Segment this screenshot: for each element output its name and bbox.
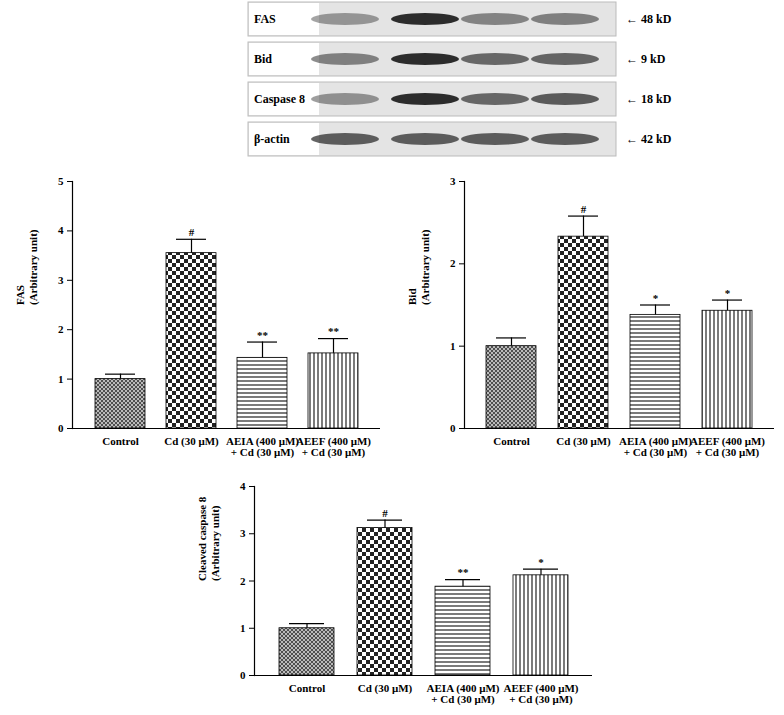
svg-text:*: * [653, 292, 659, 304]
svg-text:1: 1 [450, 340, 456, 352]
svg-text:1: 1 [58, 373, 64, 385]
svg-text:3: 3 [450, 175, 456, 187]
svg-text:Cd (30 μM): Cd (30 μM) [164, 435, 219, 448]
svg-text:FAS(Arbitrary unit): FAS(Arbitrary unit) [14, 229, 40, 305]
svg-text:2: 2 [58, 323, 64, 335]
svg-text:Bid: Bid [254, 52, 272, 66]
svg-text:← 9 kD: ← 9 kD [626, 52, 666, 66]
svg-text:5: 5 [58, 175, 64, 187]
svg-text:*: * [725, 287, 731, 299]
svg-text:**: ** [328, 325, 340, 337]
svg-text:0: 0 [450, 422, 456, 434]
svg-text:0: 0 [240, 669, 246, 681]
svg-text:**: ** [257, 329, 269, 341]
svg-text:Control: Control [102, 435, 138, 447]
svg-text:Cd (30 μM): Cd (30 μM) [556, 435, 611, 448]
svg-text:AEEF (400 μM)+ Cd (30 μM): AEEF (400 μM)+ Cd (30 μM) [690, 435, 765, 459]
svg-text:0: 0 [58, 422, 64, 434]
svg-text:AEEF (400 μM)+ Cd (30 μM): AEEF (400 μM)+ Cd (30 μM) [296, 435, 371, 459]
svg-text:AEIA (400 μM)+ Cd (30 μM): AEIA (400 μM)+ Cd (30 μM) [427, 682, 500, 706]
svg-text:**: ** [458, 566, 470, 578]
svg-text:4: 4 [240, 480, 246, 492]
svg-text:#: # [581, 203, 587, 215]
svg-text:3: 3 [240, 527, 246, 539]
svg-text:Control: Control [493, 435, 529, 447]
svg-text:AEIA (400 μM)+ Cd (30 μM): AEIA (400 μM)+ Cd (30 μM) [619, 435, 692, 459]
svg-text:← 18 kD: ← 18 kD [626, 92, 672, 106]
svg-text:AEEF (400 μM)+ Cd (30 μM): AEEF (400 μM)+ Cd (30 μM) [504, 682, 579, 706]
svg-text:FAS: FAS [254, 12, 276, 26]
svg-text:3: 3 [58, 274, 64, 286]
svg-text:*: * [538, 556, 544, 568]
svg-text:AEIA (400 μM)+ Cd (30 μM): AEIA (400 μM)+ Cd (30 μM) [226, 435, 299, 459]
svg-text:Bid(Arbitrary unit): Bid(Arbitrary unit) [406, 229, 432, 305]
svg-text:← 48 kD: ← 48 kD [626, 12, 672, 26]
svg-text:Cleaved caspase 8(Arbitrary un: Cleaved caspase 8(Arbitrary unit) [196, 496, 222, 581]
svg-text:2: 2 [450, 257, 456, 269]
svg-text:#: # [189, 226, 195, 238]
svg-text:1: 1 [240, 622, 246, 634]
svg-text:Caspase 8: Caspase 8 [254, 92, 305, 106]
svg-text:β-actin: β-actin [254, 132, 290, 146]
svg-text:Control: Control [289, 682, 325, 694]
svg-text:Cd (30 μM): Cd (30 μM) [358, 682, 413, 695]
svg-text:#: # [382, 507, 388, 519]
svg-text:4: 4 [58, 224, 64, 236]
svg-text:← 42 kD: ← 42 kD [626, 132, 672, 146]
svg-text:2: 2 [240, 575, 246, 587]
